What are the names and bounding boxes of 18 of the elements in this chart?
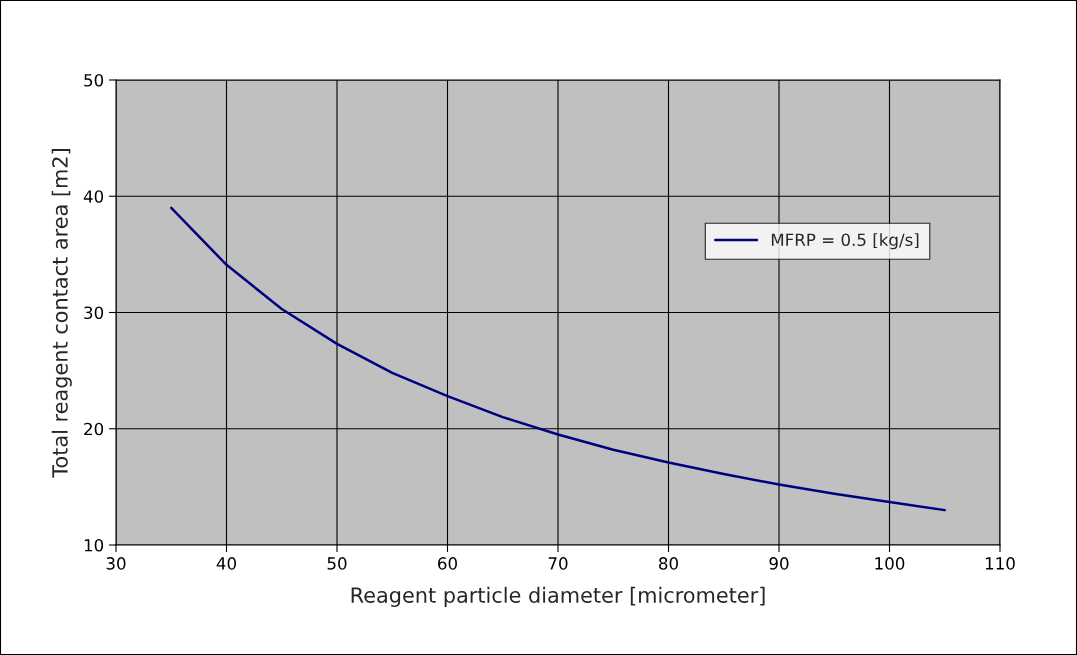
x-tick-label: 70 bbox=[548, 557, 568, 570]
legend-label: MFRP = 0.5 [kg/s] bbox=[771, 233, 919, 250]
y-tick-label: 10 bbox=[84, 538, 104, 552]
line-series bbox=[170, 206, 946, 512]
y-tick-label: 30 bbox=[84, 306, 104, 320]
x-axis-title: Reagent particle diameter [micrometer] bbox=[351, 586, 765, 607]
y-tick-label: 20 bbox=[84, 422, 104, 436]
x-tick-label: 60 bbox=[438, 557, 457, 570]
x-tick-label: 80 bbox=[659, 557, 678, 570]
x-tick-label: 30 bbox=[106, 557, 126, 570]
x-tick-label: 90 bbox=[769, 557, 789, 570]
x-tick-label: 50 bbox=[327, 557, 347, 570]
x-tick-label: 40 bbox=[216, 557, 236, 570]
y-axis-title: Total reagent contact area [m2] bbox=[51, 149, 72, 478]
x-tick-label: 110 bbox=[985, 557, 1015, 570]
y-tick-label: 40 bbox=[83, 190, 104, 203]
x-tick-label: 100 bbox=[875, 557, 905, 570]
y-tick-label: 50 bbox=[84, 73, 104, 87]
